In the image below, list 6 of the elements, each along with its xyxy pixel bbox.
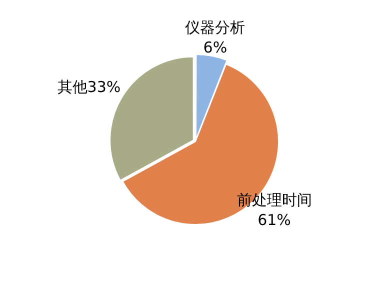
- slice-label: 其他: [57, 78, 88, 96]
- data-label: 61%: [258, 210, 291, 229]
- data-label: 6%: [203, 38, 228, 56]
- slice-label: 仪器分析: [185, 18, 246, 36]
- data-label: 33%: [87, 78, 121, 96]
- slice-label: 前处理时间: [236, 190, 312, 209]
